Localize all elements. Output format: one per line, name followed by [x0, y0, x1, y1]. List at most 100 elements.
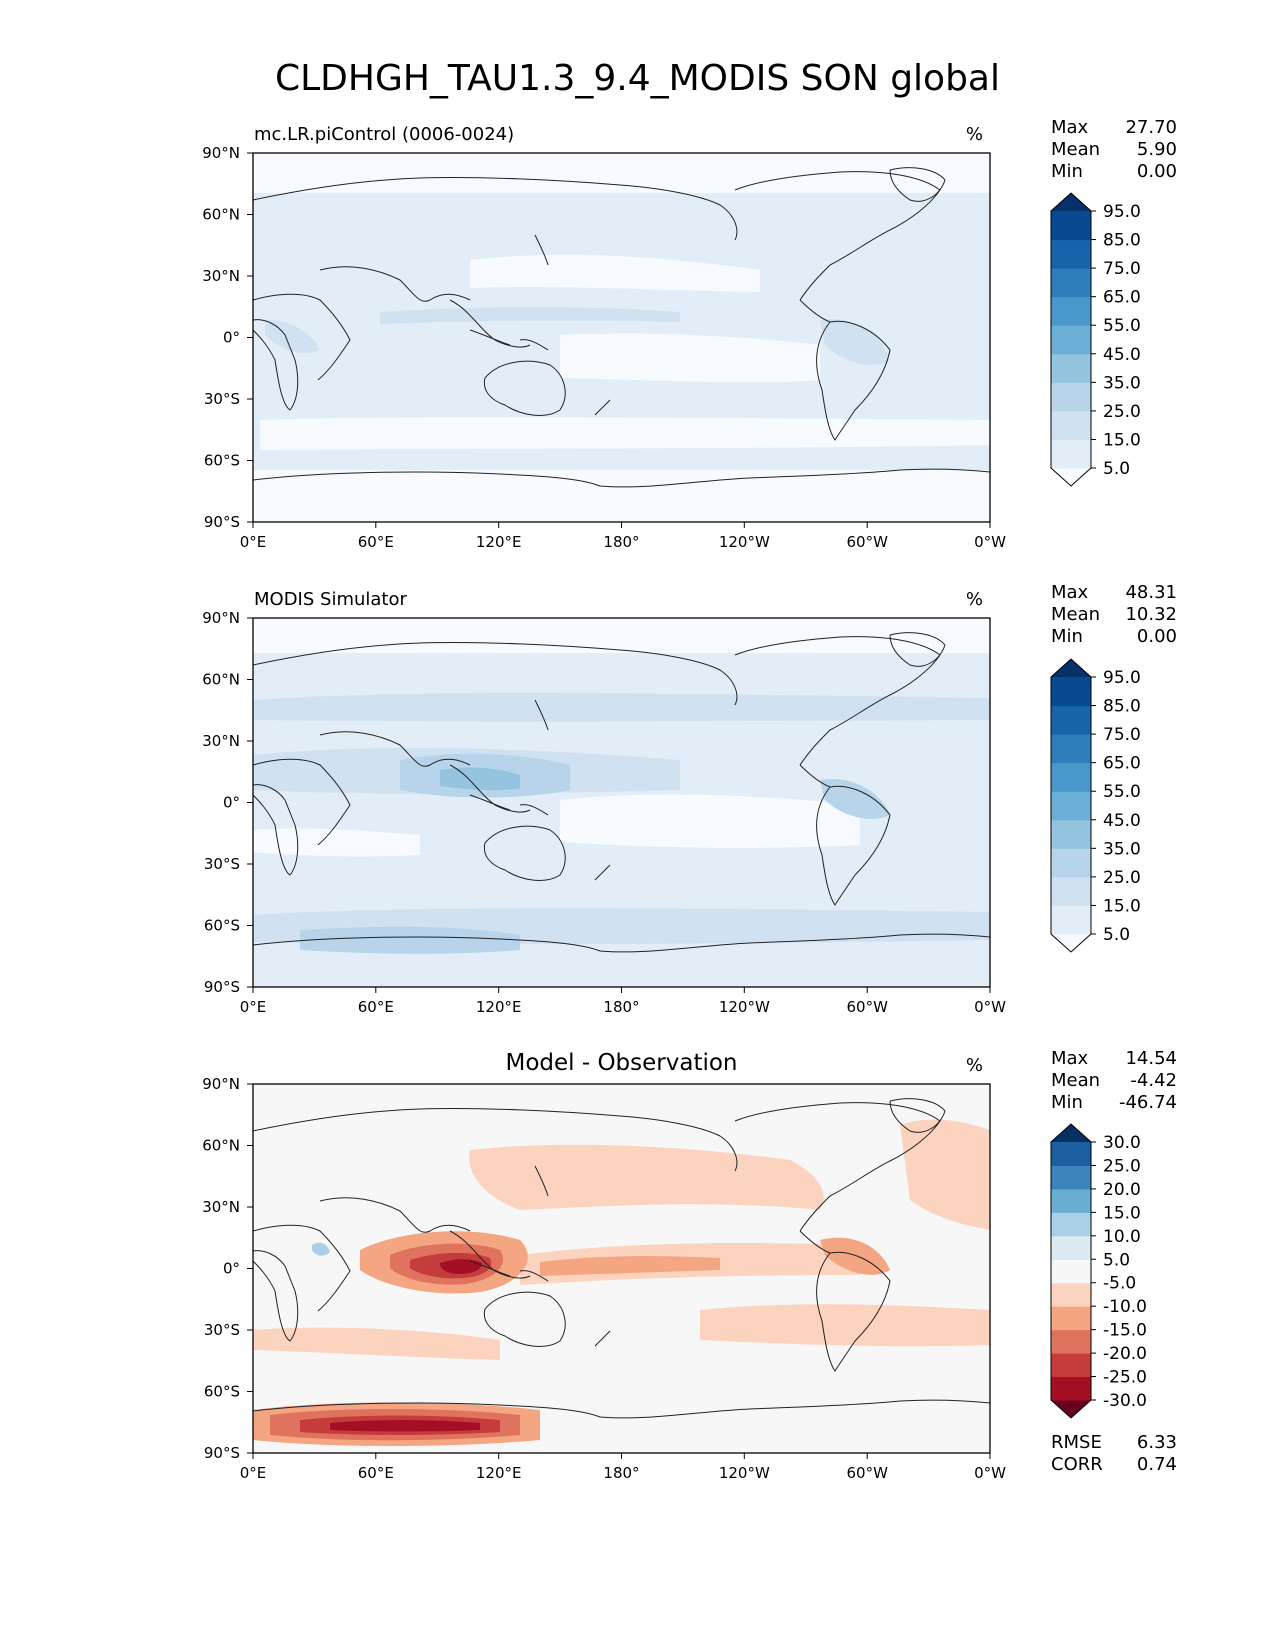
lon-tick-5: 60°W — [846, 522, 888, 551]
colorbar-tick-label: 95.0 — [1103, 202, 1141, 222]
colorbar-segment — [1051, 705, 1091, 735]
stat-value-max: 48.31 — [1125, 582, 1177, 603]
lat-axis: 90°N 60°N 30°N 0° 30°S 60°S 90°S — [202, 1075, 253, 1462]
svg-text:30°S: 30°S — [204, 390, 240, 408]
svg-text:120°W: 120°W — [719, 533, 770, 551]
lon-tick-0: 0°E — [240, 522, 267, 551]
colorbar-tick-label: 25.0 — [1103, 868, 1141, 888]
svg-text:120°W: 120°W — [719, 1464, 770, 1482]
stats-block: Max 14.54 Mean -4.42 Min -46.74 — [1051, 1048, 1177, 1113]
svg-text:120°E: 120°E — [476, 998, 522, 1016]
lat-tick-6: 90°S — [204, 978, 253, 996]
stat-label-max: Max — [1051, 1048, 1089, 1069]
colorbar-segment — [1051, 1282, 1091, 1307]
svg-text:30°S: 30°S — [204, 855, 240, 873]
colorbar-segment — [1051, 325, 1091, 355]
colorbar-segment — [1051, 410, 1091, 440]
lat-tick-3: 0° — [223, 794, 253, 812]
colorbar-tick-label: 25.0 — [1103, 402, 1141, 422]
corr-label: CORR — [1051, 1454, 1103, 1475]
colorbar-segment — [1051, 1329, 1091, 1354]
colorbar-segment — [1051, 1235, 1091, 1260]
coastlines — [253, 632, 990, 953]
panel-test: mc.LR.piControl (0006-0024) % — [202, 117, 1177, 551]
lat-tick-2: 30°N — [202, 1198, 253, 1216]
colorbar-tick-label: 75.0 — [1103, 725, 1141, 745]
colorbar-segment — [1051, 382, 1091, 412]
colorbar-extend-low — [1051, 1400, 1091, 1418]
lat-tick-0: 90°N — [202, 609, 253, 627]
rmse-label: RMSE — [1051, 1432, 1102, 1453]
colorbar-tick-label: 10.0 — [1103, 1227, 1141, 1247]
svg-text:90°S: 90°S — [204, 513, 240, 531]
colorbar-segment — [1051, 1376, 1091, 1401]
figure-title: CLDHGH_TAU1.3_9.4_MODIS SON global — [274, 58, 1000, 99]
error-stats: RMSE 6.33 CORR 0.74 — [1051, 1432, 1177, 1475]
colorbar-tick-label: 5.0 — [1103, 925, 1130, 945]
stat-label-max: Max — [1051, 117, 1089, 138]
svg-text:60°E: 60°E — [358, 533, 394, 551]
svg-text:180°: 180° — [603, 998, 639, 1016]
colorbar-segment — [1051, 1306, 1091, 1331]
colorbar-tick-label: -30.0 — [1103, 1391, 1147, 1411]
stat-label-mean: Mean — [1051, 1070, 1100, 1091]
colorbar-tick-label: 15.0 — [1103, 430, 1141, 450]
lat-tick-5: 60°S — [204, 1383, 253, 1401]
stat-value-max: 14.54 — [1125, 1048, 1177, 1069]
lat-tick-1: 60°N — [202, 1137, 253, 1155]
lon-tick-4: 120°W — [719, 1453, 770, 1482]
svg-text:60°S: 60°S — [204, 452, 240, 470]
lon-tick-1: 60°E — [358, 987, 394, 1016]
lat-tick-4: 30°S — [204, 390, 253, 408]
colorbar-extend-high — [1051, 1124, 1091, 1142]
colorbar-tick-label: 5.0 — [1103, 459, 1130, 479]
lat-tick-5: 60°S — [204, 917, 253, 935]
colorbar-segment — [1051, 239, 1091, 269]
lon-tick-3: 180° — [603, 1453, 640, 1482]
colorbar-tick-label: -20.0 — [1103, 1344, 1147, 1364]
lon-tick-2: 120°E — [476, 987, 522, 1016]
stat-label-mean: Mean — [1051, 604, 1100, 625]
lon-tick-6: 0°W — [974, 987, 1006, 1016]
colorbar-tick-label: 15.0 — [1103, 896, 1141, 916]
lon-axis: 0°E 60°E 120°E 180° 120°W 60°W 0°W — [240, 1453, 1006, 1482]
stat-value-min: 0.00 — [1137, 626, 1177, 647]
colorbar-tick-label: -10.0 — [1103, 1297, 1147, 1317]
svg-text:0°W: 0°W — [974, 998, 1006, 1016]
panel-reference: MODIS Simulator % — [202, 582, 1177, 1016]
lat-tick-2: 30°N — [202, 267, 253, 285]
svg-text:0°W: 0°W — [974, 1464, 1006, 1482]
colorbar-segment — [1051, 353, 1091, 383]
colorbar-segment — [1051, 791, 1091, 821]
panel-left-title: mc.LR.piControl (0006-0024) — [254, 124, 514, 145]
stat-value-max: 27.70 — [1125, 117, 1177, 138]
stat-value-mean: 5.90 — [1137, 139, 1177, 160]
lat-axis: 90°N 60°N 30°N 0° 30°S 60°S 90°S — [202, 609, 253, 996]
lon-tick-3: 180° — [603, 522, 640, 551]
lat-tick-1: 60°N — [202, 671, 253, 689]
svg-text:90°S: 90°S — [204, 978, 240, 996]
colorbar-tick-label: 35.0 — [1103, 839, 1141, 859]
svg-text:0°: 0° — [223, 794, 240, 812]
colorbar-segment — [1051, 1353, 1091, 1378]
svg-text:30°N: 30°N — [202, 1198, 240, 1216]
svg-text:30°S: 30°S — [204, 1321, 240, 1339]
colorbar-tick-label: 65.0 — [1103, 288, 1141, 308]
stat-label-max: Max — [1051, 582, 1089, 603]
map-field — [253, 618, 990, 987]
svg-text:60°N: 60°N — [202, 671, 240, 689]
corr-value: 0.74 — [1137, 1454, 1177, 1475]
svg-text:60°N: 60°N — [202, 206, 240, 224]
colorbar-tick-label: 30.0 — [1103, 1133, 1141, 1153]
svg-text:0°E: 0°E — [240, 533, 267, 551]
svg-text:180°: 180° — [603, 533, 639, 551]
colorbar-segment — [1051, 296, 1091, 326]
colorbar-tick-label: 55.0 — [1103, 316, 1141, 336]
colorbar-tick-label: 45.0 — [1103, 811, 1141, 831]
lat-tick-6: 90°S — [204, 513, 253, 531]
svg-text:0°W: 0°W — [974, 533, 1006, 551]
lat-tick-4: 30°S — [204, 855, 253, 873]
colorbar-extend-low — [1051, 934, 1091, 952]
lat-tick-1: 60°N — [202, 206, 253, 224]
colorbar-tick-label: 25.0 — [1103, 1156, 1141, 1176]
